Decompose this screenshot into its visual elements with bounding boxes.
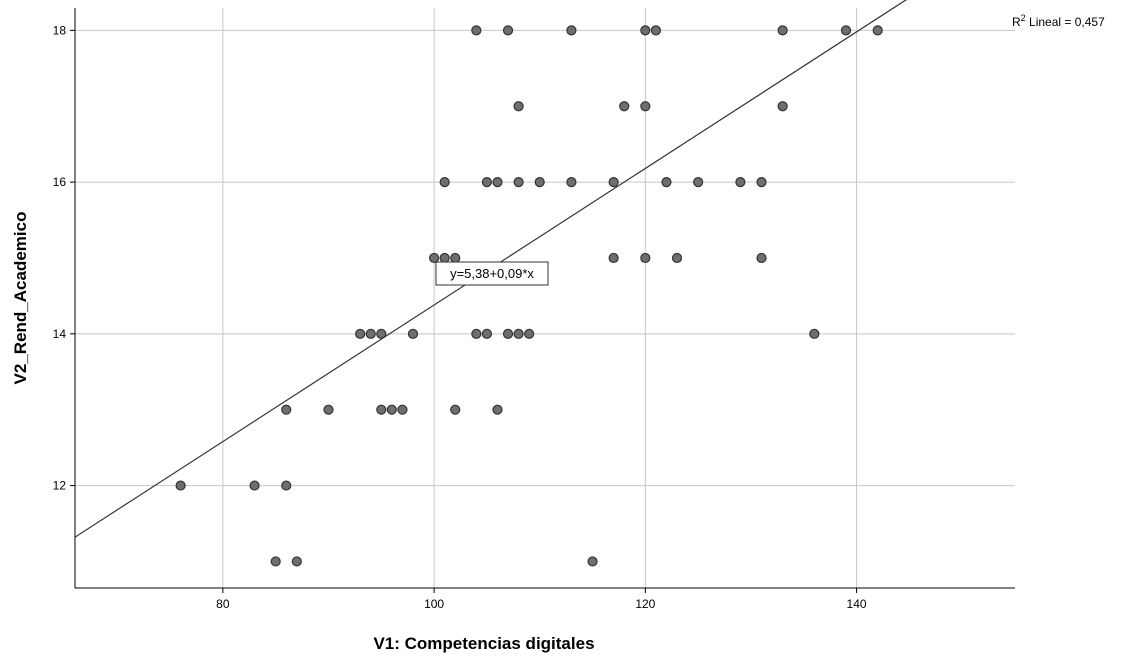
data-point [608,176,619,188]
data-point [481,176,493,188]
data-point [566,176,577,188]
data-point [513,176,524,188]
y-axis-label: V2_Rend_Academico [11,212,30,385]
data-point [756,252,767,264]
data-point [481,328,493,339]
data-point [376,404,387,415]
x-tick-label: 100 [424,597,444,611]
data-point [407,328,419,339]
data-point [502,328,514,339]
data-point [450,404,461,415]
data-point [566,25,577,36]
equation-label: y=5,38+0,09*x [450,266,534,281]
data-point [777,25,788,36]
data-point [650,25,661,36]
data-point [471,25,482,36]
x-tick-label: 140 [847,597,867,611]
tick-labels: 80 100 120 140 12 14 16 18 [53,23,867,611]
points-layer [175,25,883,567]
data-point [840,25,852,36]
data-point [756,176,767,188]
grid [75,8,1015,588]
data-point [323,404,334,415]
fit-line [75,0,907,538]
data-point [640,101,651,112]
x-axis-label: V1: Competencias digitales [373,634,594,653]
y-tick-label: 18 [53,23,67,37]
data-point [365,328,376,339]
data-point [534,176,545,188]
data-point [524,328,535,339]
x-tick-label: 80 [216,597,230,611]
data-point [175,480,186,491]
data-point [281,480,292,491]
data-point [439,176,450,188]
y-tick-label: 14 [53,327,67,341]
data-point [281,404,292,415]
data-point [587,556,598,567]
y-tick-label: 16 [53,175,67,189]
data-point [270,556,281,567]
data-point [386,404,397,415]
data-point [439,252,450,264]
r2-label: R2 Lineal = 0,457 [1012,13,1105,29]
data-point [355,328,366,339]
data-point [640,252,651,264]
axes [70,8,1015,593]
data-point [249,480,260,491]
data-point [513,328,524,339]
data-point [376,328,387,339]
data-point [492,404,503,415]
x-tick-label: 120 [635,597,655,611]
data-point [429,252,440,264]
data-point [471,328,482,339]
data-point [619,101,630,112]
data-point [671,252,683,264]
data-point [809,328,820,339]
data-point [513,101,524,112]
data-point [492,176,503,188]
y-tick-label: 12 [53,479,67,493]
data-point [397,404,408,415]
data-point [735,176,746,188]
data-point [872,25,883,36]
data-point [291,556,302,567]
data-point [640,25,651,36]
data-point [661,176,672,188]
fit-line-layer [75,0,907,538]
data-point [777,101,788,112]
data-point [502,25,514,36]
equation-annotation: y=5,38+0,09*x [435,261,549,286]
data-point [693,176,704,188]
data-point [450,252,461,264]
data-point [608,252,619,264]
